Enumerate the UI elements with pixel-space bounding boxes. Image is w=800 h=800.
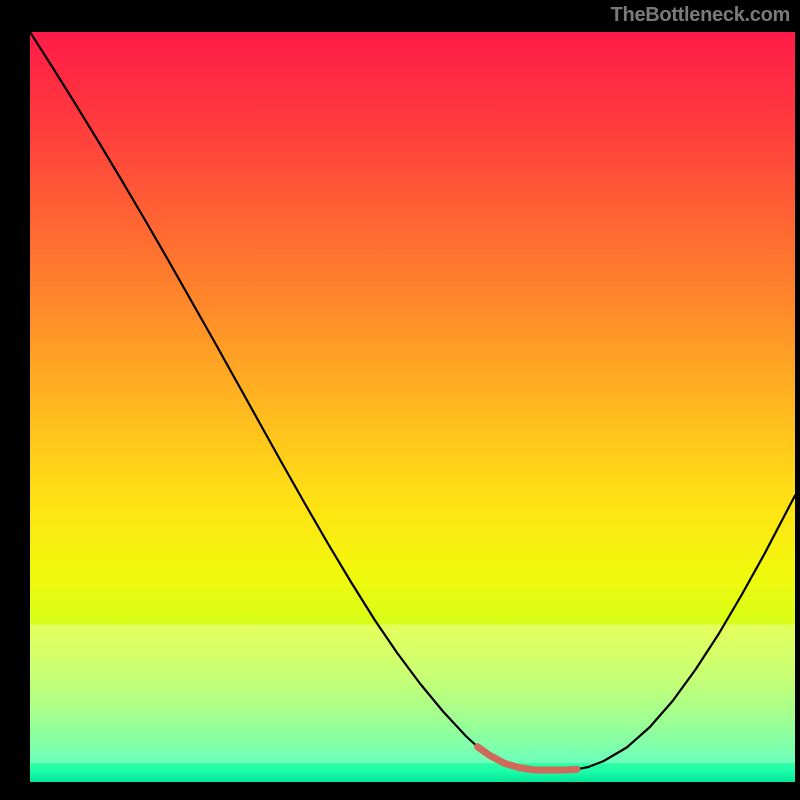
chart-container: TheBottleneck.com — [0, 0, 800, 800]
pale-band — [30, 625, 795, 764]
bottleneck-chart — [30, 32, 795, 782]
watermark-text: TheBottleneck.com — [611, 4, 790, 27]
